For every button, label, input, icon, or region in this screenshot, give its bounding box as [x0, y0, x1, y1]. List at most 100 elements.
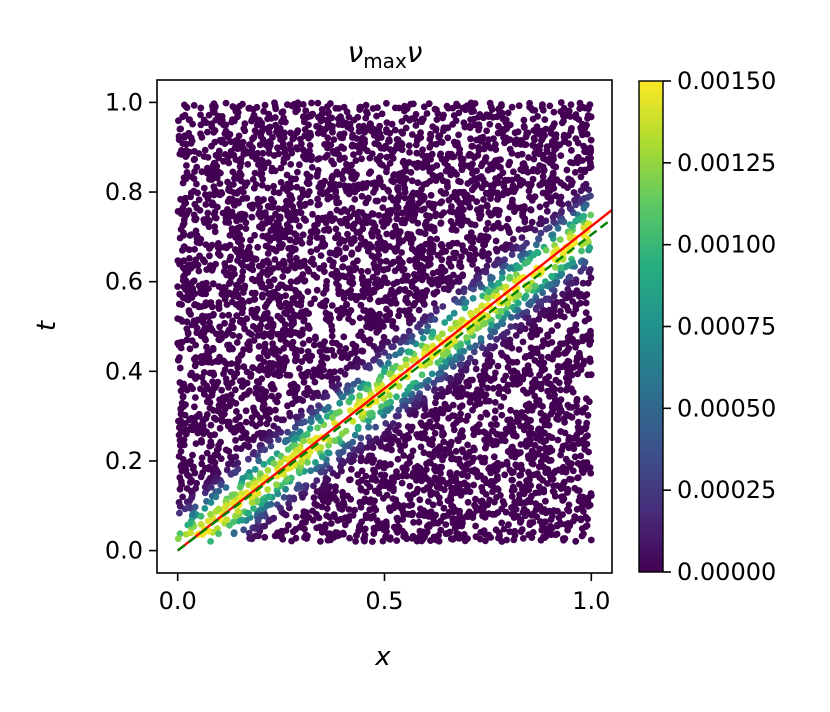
scatter-point [302, 107, 310, 114]
scatter-point [505, 357, 513, 365]
scatter-point [232, 400, 240, 407]
scatter-point [349, 279, 357, 287]
scatter-point [333, 279, 340, 287]
scatter-point [240, 346, 248, 354]
scatter-point [383, 305, 390, 313]
scatter-point [491, 399, 499, 406]
scatter-point [466, 377, 473, 385]
scatter-point [344, 123, 352, 131]
scatter-point [387, 460, 394, 468]
scatter-point [329, 128, 336, 136]
scatter-point [206, 399, 214, 406]
scatter-point [549, 170, 557, 178]
scatter-point [260, 358, 268, 366]
scatter-point [508, 251, 516, 258]
scatter-point [458, 471, 466, 479]
scatter-point [280, 416, 287, 424]
scatter-point [471, 100, 479, 107]
scatter-point [175, 431, 183, 439]
scatter-point [304, 191, 312, 199]
scatter-point [498, 411, 506, 419]
scatter-point [324, 144, 331, 152]
scatter-point [309, 210, 316, 218]
scatter-point [573, 301, 581, 309]
scatter-point [413, 477, 420, 484]
scatter-point [410, 271, 418, 278]
scatter-point [530, 155, 538, 163]
scatter-point [314, 99, 322, 107]
scatter-point [242, 225, 250, 233]
scatter-point [348, 240, 355, 247]
scatter-point [557, 99, 565, 106]
scatter-point [415, 511, 423, 519]
scatter-point [478, 344, 486, 352]
scatter-point [375, 298, 382, 306]
scatter-point [250, 337, 258, 344]
scatter-point [505, 161, 513, 169]
scatter-point [332, 189, 340, 197]
scatter-point [452, 447, 460, 455]
scatter-point [472, 495, 479, 503]
scatter-point [563, 166, 571, 174]
scatter-point [433, 288, 441, 295]
scatter-point [493, 421, 500, 428]
scatter-point [251, 231, 258, 239]
scatter-point [313, 477, 321, 484]
scatter-point [553, 482, 561, 489]
scatter-point [464, 498, 472, 506]
scatter-point [491, 477, 499, 485]
scatter-point [354, 377, 362, 385]
scatter-point [578, 127, 585, 135]
scatter-point [473, 307, 481, 315]
scatter-point [350, 116, 358, 124]
scatter-point [192, 260, 200, 268]
scatter-point [296, 312, 304, 320]
scatter-point [524, 258, 532, 266]
scatter-point [400, 333, 408, 341]
scatter-point [584, 114, 591, 122]
scatter-point [204, 209, 212, 217]
scatter-point [354, 245, 362, 253]
scatter-point [393, 514, 401, 522]
scatter-point [280, 159, 288, 166]
scatter-point [497, 308, 505, 315]
scatter-point [260, 196, 267, 203]
scatter-point [238, 210, 246, 218]
scatter-point [362, 385, 370, 393]
scatter-point [484, 294, 492, 302]
scatter-point [551, 145, 559, 152]
scatter-point [566, 403, 573, 411]
scatter-point [344, 492, 351, 500]
scatter-point [275, 213, 282, 221]
scatter-point [507, 323, 515, 330]
scatter-point [541, 116, 549, 123]
scatter-point [212, 260, 220, 268]
scatter-point [418, 185, 425, 193]
scatter-point [348, 394, 356, 401]
scatter-point [497, 349, 505, 357]
scatter-point [563, 339, 570, 347]
scatter-point [261, 310, 269, 318]
scatter-point [361, 525, 369, 533]
scatter-point [261, 522, 269, 530]
scatter-point [380, 195, 388, 203]
scatter-point [283, 153, 291, 161]
scatter-point [394, 184, 402, 191]
scatter-point [512, 332, 520, 339]
scatter-point [460, 347, 468, 355]
scatter-point [495, 534, 503, 542]
scatter-point [426, 144, 434, 151]
scatter-point [489, 113, 497, 121]
scatter-point [469, 169, 476, 177]
scatter-point [398, 118, 406, 125]
scatter-point [542, 497, 549, 505]
scatter-point [305, 267, 313, 275]
scatter-point [207, 438, 215, 446]
scatter-point [536, 203, 544, 211]
scatter-point [406, 257, 414, 264]
scatter-point [306, 173, 314, 181]
scatter-point [432, 307, 440, 315]
scatter-point [440, 430, 447, 438]
scatter-point [581, 258, 589, 266]
scatter-point [466, 508, 473, 516]
